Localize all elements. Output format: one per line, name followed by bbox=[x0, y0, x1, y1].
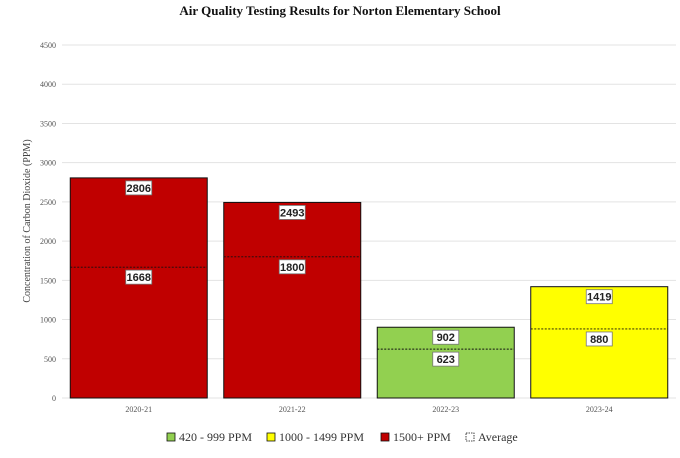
x-tick-label: 2020-21 bbox=[125, 405, 152, 414]
average-value-label-box bbox=[278, 259, 306, 275]
x-tick-labels: 2020-21 2021-22 2022-23 2023-24 bbox=[125, 405, 612, 414]
average-value-label-box bbox=[125, 269, 153, 285]
average-value-label: 1800 bbox=[280, 262, 304, 274]
y-tick-label: 0 bbox=[52, 394, 56, 403]
bars: 2806 1668 2493 1800 902 623 1419 880 bbox=[69, 177, 669, 399]
y-tick-label: 3000 bbox=[40, 159, 56, 168]
legend-swatch bbox=[266, 432, 276, 442]
legend-swatch bbox=[166, 432, 176, 442]
y-axis-label: Concentration of Carbon Dioxide (PPM) bbox=[22, 139, 33, 302]
average-value-label-box bbox=[432, 351, 460, 367]
max-value-label-box bbox=[278, 205, 306, 220]
max-value-label: 2493 bbox=[280, 207, 304, 219]
y-tick-label: 2000 bbox=[40, 237, 56, 246]
chart-title: Air Quality Testing Results for Norton E… bbox=[179, 3, 501, 18]
x-tick-label: 2023-24 bbox=[586, 405, 613, 414]
legend: 420 - 999 PPM 1000 - 1499 PPM 1500+ PPM Ave… bbox=[166, 430, 518, 444]
y-tick-label: 500 bbox=[44, 355, 56, 364]
max-value-label: 902 bbox=[437, 332, 455, 344]
y-tick-label: 3500 bbox=[40, 119, 56, 128]
legend-label: Average bbox=[478, 430, 518, 444]
y-tick-label: 1500 bbox=[40, 276, 56, 285]
legend-label: 1000 - 1499 PPM bbox=[279, 430, 364, 444]
average-value-label: 880 bbox=[590, 334, 608, 346]
y-tick-labels: 0 500 1000 1500 2000 2500 3000 3500 4000 4500 bbox=[40, 41, 56, 403]
max-value-label: 1419 bbox=[587, 292, 611, 304]
max-value-label-box bbox=[585, 289, 613, 305]
average-value-label: 1668 bbox=[127, 272, 151, 284]
y-tick-label: 1000 bbox=[40, 316, 56, 325]
y-tick-label: 4500 bbox=[40, 41, 56, 50]
x-tick-label: 2022-23 bbox=[432, 405, 459, 414]
legend-swatch bbox=[380, 432, 390, 442]
legend-swatch bbox=[465, 432, 475, 442]
average-value-label: 623 bbox=[437, 354, 455, 366]
max-value-label-box bbox=[432, 329, 460, 345]
y-tick-label: 4000 bbox=[40, 80, 56, 89]
max-value-label-box bbox=[125, 180, 153, 196]
x-tick-label: 2021-22 bbox=[279, 405, 306, 414]
legend-label: 420 - 999 PPM bbox=[179, 430, 252, 444]
bar bbox=[223, 201, 362, 399]
bar bbox=[69, 177, 208, 399]
y-tick-label: 2500 bbox=[40, 198, 56, 207]
max-value-label: 2806 bbox=[127, 183, 151, 195]
legend-label: 1500+ PPM bbox=[393, 430, 451, 444]
average-value-label-box bbox=[585, 331, 613, 347]
